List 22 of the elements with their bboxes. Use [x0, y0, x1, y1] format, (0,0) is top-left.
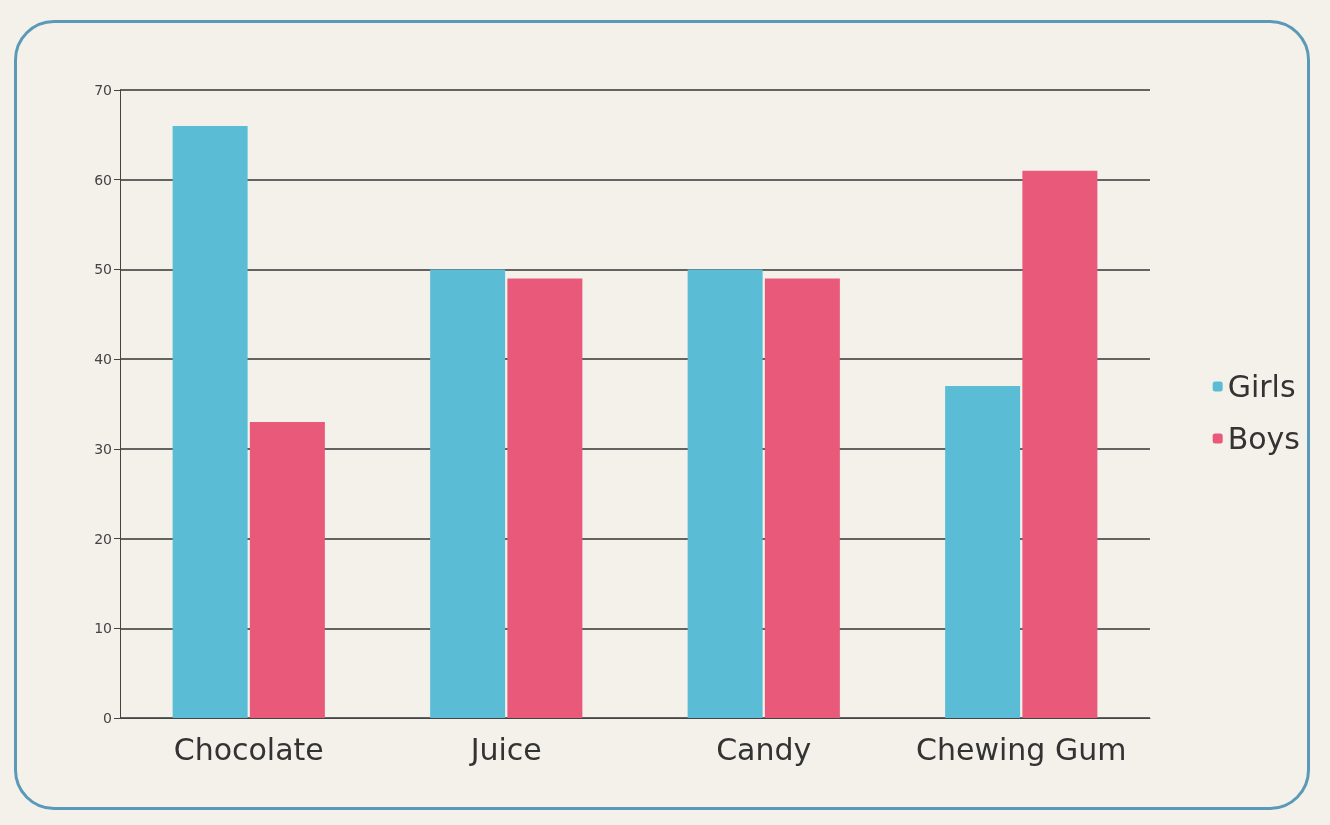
bar [430, 269, 506, 718]
bar [249, 421, 325, 718]
bar [172, 125, 248, 718]
y-tick-label: 30 [94, 440, 112, 457]
x-tick-label: Candy [716, 731, 812, 767]
bar [507, 278, 583, 718]
y-tick-label: 20 [94, 530, 112, 547]
y-tick-label: 10 [94, 620, 112, 637]
x-tick-label: Chewing Gum [916, 731, 1127, 767]
y-tick-label: 40 [94, 351, 112, 368]
y-tick-label: 0 [103, 710, 112, 726]
legend-label: Boys [1227, 421, 1301, 456]
bar [764, 278, 840, 718]
bar [687, 269, 763, 718]
legend-label: Girls [1227, 369, 1296, 404]
y-tick-label: 50 [94, 261, 112, 278]
y-tick-label: 70 [94, 82, 112, 98]
bar [945, 386, 1021, 718]
bar [1022, 170, 1098, 718]
x-tick-label: Chocolate [173, 731, 324, 767]
x-tick-label: Juice [468, 731, 542, 767]
y-tick-label: 60 [94, 171, 112, 188]
